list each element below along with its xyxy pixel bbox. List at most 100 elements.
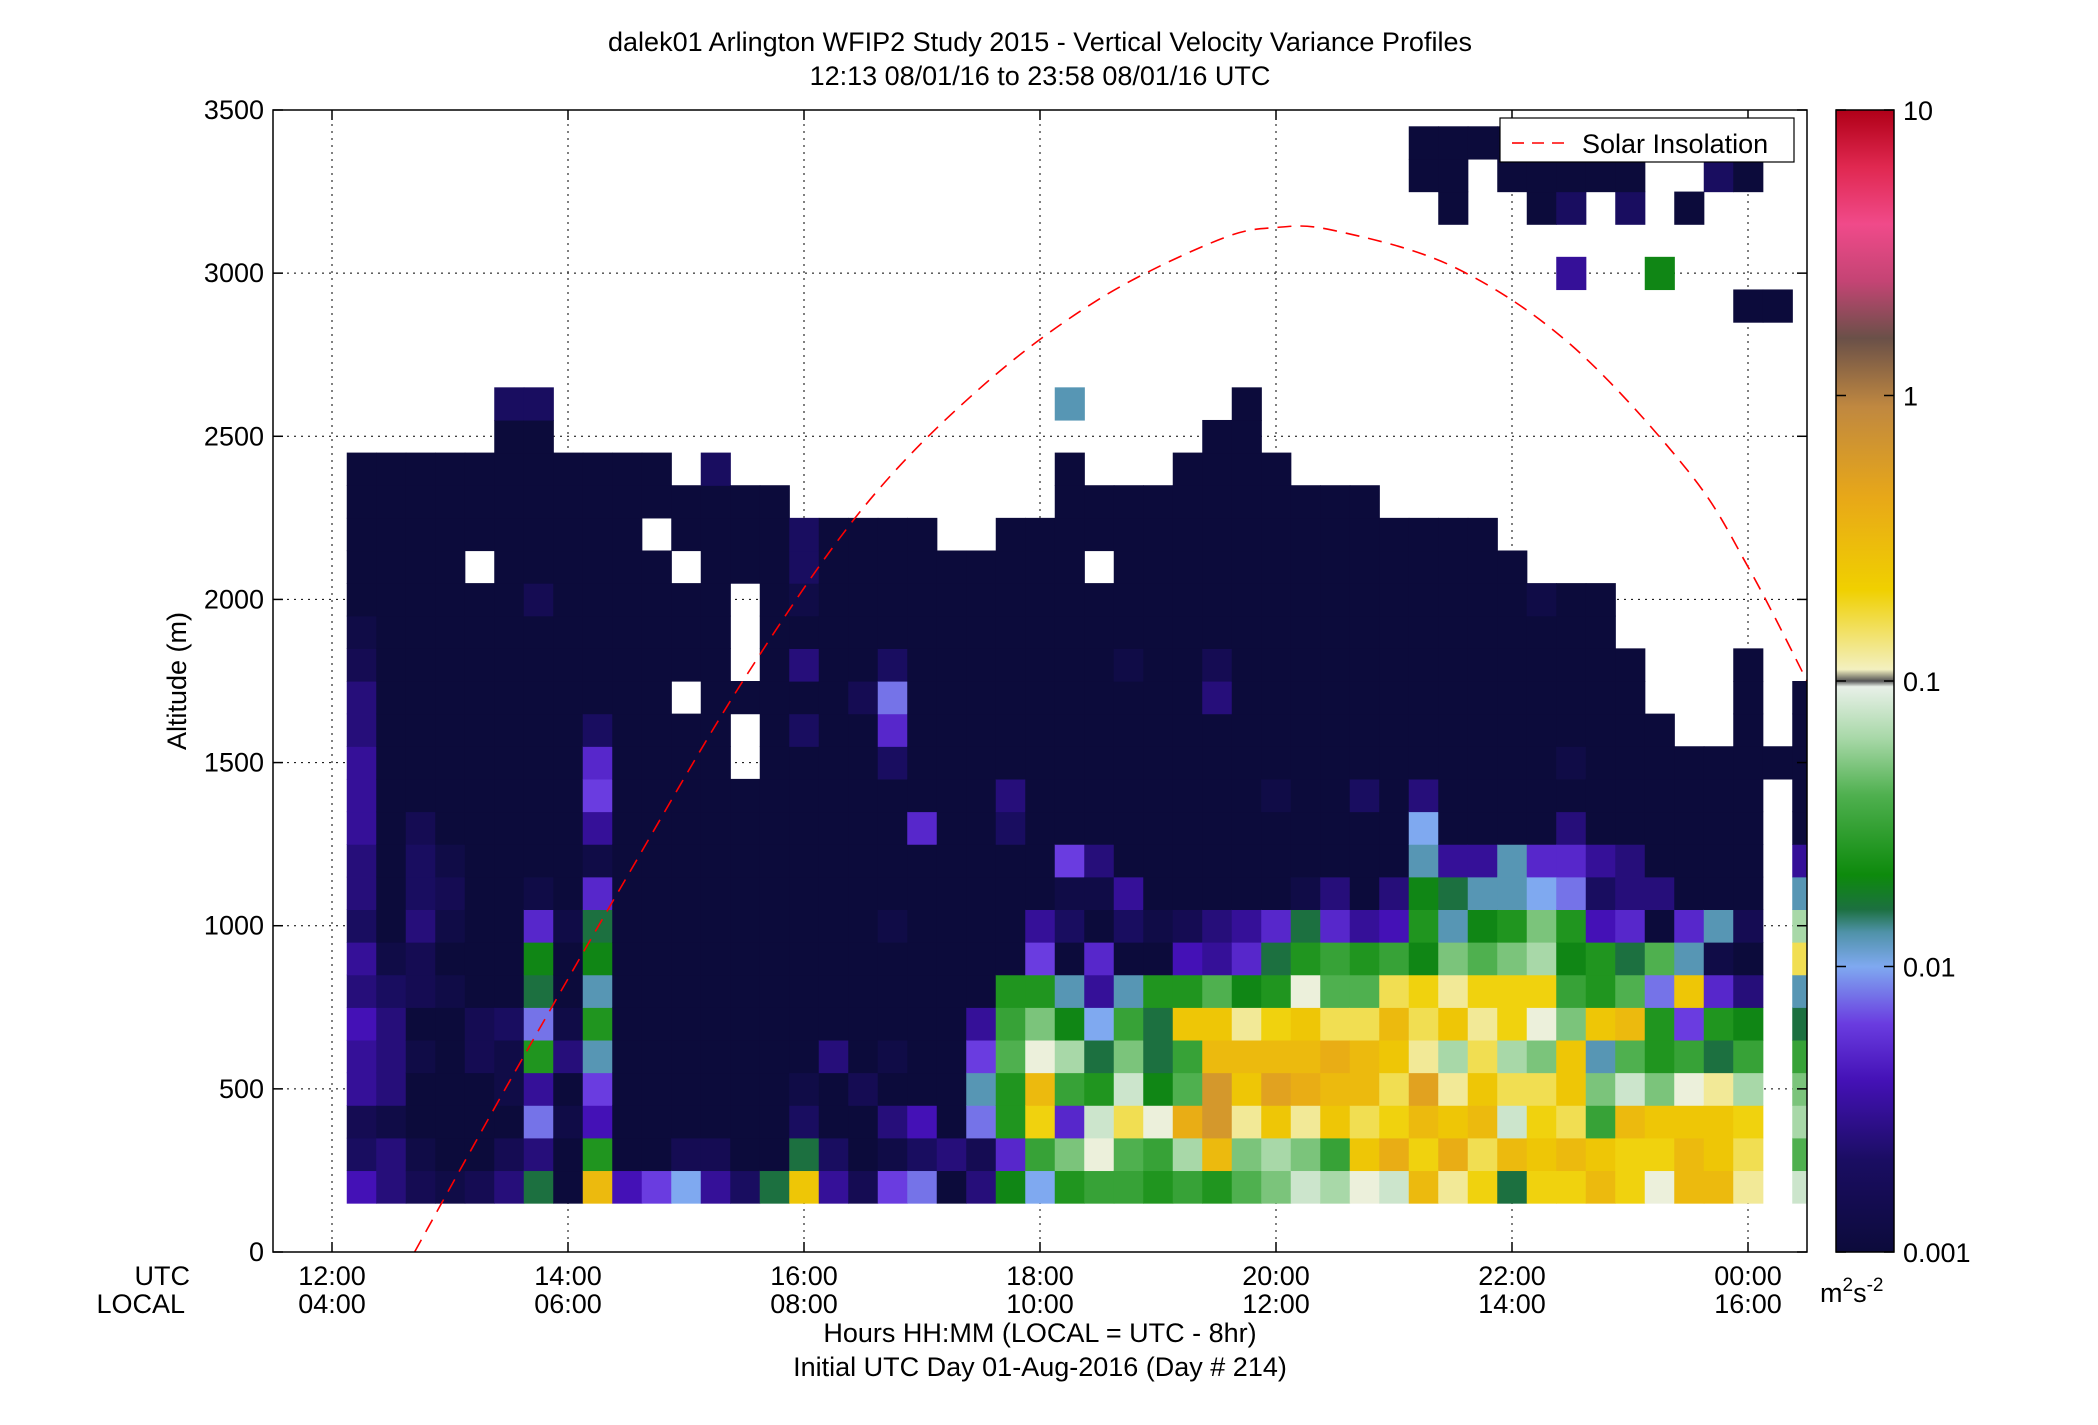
heatmap-cell xyxy=(759,485,790,519)
heatmap-cell xyxy=(1084,583,1115,617)
heatmap-cell xyxy=(1556,648,1587,682)
heatmap-cell xyxy=(1438,648,1469,682)
heatmap-cell xyxy=(877,550,908,584)
heatmap-cell xyxy=(1792,1039,1807,1074)
heatmap-cell xyxy=(612,1170,643,1204)
heatmap-cell xyxy=(1615,746,1646,780)
heatmap-cell xyxy=(376,517,407,552)
heatmap-cell xyxy=(700,876,731,910)
heatmap-cell xyxy=(1054,387,1085,421)
heatmap-cell xyxy=(730,1137,761,1172)
heatmap-cell xyxy=(1084,1105,1115,1139)
heatmap-cell xyxy=(582,876,613,910)
heatmap-cell xyxy=(1615,1007,1646,1041)
heatmap-cell xyxy=(966,1105,997,1139)
heatmap-cell xyxy=(553,974,584,1008)
heatmap-cell xyxy=(818,942,849,976)
heatmap-cell xyxy=(376,811,407,845)
heatmap-cell xyxy=(818,517,849,552)
heatmap-cell xyxy=(907,811,938,845)
heatmap-cell xyxy=(1231,974,1262,1008)
heatmap-cell xyxy=(1231,844,1262,878)
heatmap-cell xyxy=(405,844,436,878)
heatmap-cell xyxy=(1025,1170,1056,1204)
heatmap-cell xyxy=(1467,811,1498,845)
heatmap-cell xyxy=(1615,158,1646,193)
heatmap-cell xyxy=(1497,942,1528,976)
heatmap-cell xyxy=(1290,485,1321,519)
heatmap-cell xyxy=(1408,942,1439,976)
heatmap-cell xyxy=(1467,615,1498,649)
heatmap-cell xyxy=(1379,1170,1410,1204)
heatmap-cell xyxy=(1054,942,1085,976)
heatmap-cell xyxy=(582,485,613,519)
heatmap-cell xyxy=(966,681,997,715)
heatmap-cell xyxy=(1497,158,1528,193)
heatmap-cell xyxy=(582,615,613,649)
heatmap-cell xyxy=(1408,517,1439,552)
heatmap-cell xyxy=(1467,778,1498,813)
heatmap-cell xyxy=(1438,1137,1469,1172)
heatmap-cell xyxy=(641,876,672,910)
heatmap-cell xyxy=(1054,778,1085,813)
heatmap-cell xyxy=(1379,844,1410,878)
heatmap-cell xyxy=(1320,778,1351,813)
heatmap-cell xyxy=(1703,909,1734,943)
heatmap-cell xyxy=(700,909,731,943)
heatmap-cell xyxy=(494,974,525,1008)
heatmap-cell xyxy=(1231,583,1262,617)
heatmap-cell xyxy=(553,811,584,845)
heatmap-cell xyxy=(700,844,731,878)
heatmap-cell xyxy=(1703,974,1734,1008)
heatmap-cell xyxy=(405,615,436,649)
colorbar-unit-m: m xyxy=(1820,1278,1843,1308)
heatmap-cell xyxy=(376,583,407,617)
heatmap-cell xyxy=(1585,778,1616,813)
heatmap-cell xyxy=(1113,811,1144,845)
heatmap-cell xyxy=(1467,942,1498,976)
heatmap-cell xyxy=(1467,1007,1498,1041)
heatmap-cell xyxy=(1349,1039,1380,1074)
heatmap-cell xyxy=(848,909,879,943)
heatmap-cell xyxy=(759,681,790,715)
heatmap-cell xyxy=(789,615,820,649)
heatmap-cell xyxy=(523,419,554,454)
heatmap-cell xyxy=(1349,746,1380,780)
heatmap-cell xyxy=(848,942,879,976)
heatmap-cell xyxy=(759,648,790,682)
heatmap-cell xyxy=(1438,1007,1469,1041)
heatmap-cell xyxy=(671,844,702,878)
heatmap-cell xyxy=(582,778,613,813)
heatmap-cell xyxy=(435,1105,466,1139)
heatmap-cell xyxy=(818,1039,849,1074)
heatmap-cell xyxy=(553,550,584,584)
heatmap-cell xyxy=(1408,1105,1439,1139)
heatmap-cell xyxy=(1762,289,1793,323)
heatmap-cell xyxy=(1792,942,1807,976)
heatmap-cell xyxy=(1172,778,1203,813)
heatmap-cell xyxy=(405,713,436,747)
heatmap-cell xyxy=(405,681,436,715)
heatmap-cell xyxy=(494,648,525,682)
heatmap-cell xyxy=(494,1137,525,1172)
colorbar-tick-label: 0.01 xyxy=(1903,953,1956,983)
heatmap-cell xyxy=(1054,713,1085,747)
heatmap-cell xyxy=(936,1072,967,1106)
heatmap-cell xyxy=(553,1137,584,1172)
heatmap-cell xyxy=(1025,583,1056,617)
heatmap-cell xyxy=(789,1170,820,1204)
heatmap-cell xyxy=(1349,550,1380,584)
x-tick-label-local: 16:00 xyxy=(1714,1289,1782,1319)
heatmap-cell xyxy=(1054,452,1085,486)
heatmap-cell xyxy=(907,942,938,976)
heatmap-cell xyxy=(1320,1007,1351,1041)
heatmap-cell xyxy=(1408,615,1439,649)
heatmap-cell xyxy=(464,485,495,519)
heatmap-cell xyxy=(582,681,613,715)
heatmap-cell xyxy=(1349,485,1380,519)
heatmap-cell xyxy=(1261,876,1292,910)
heatmap-cell xyxy=(759,713,790,747)
heatmap-cell xyxy=(1526,1105,1557,1139)
x-tick-label-local: 08:00 xyxy=(770,1289,838,1319)
heatmap-cell xyxy=(1261,909,1292,943)
